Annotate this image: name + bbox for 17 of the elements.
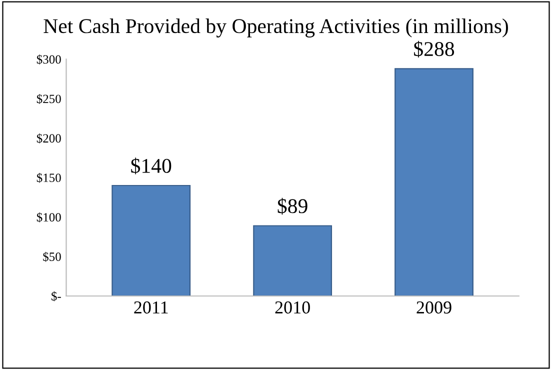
y-tick-label: $250 (36, 94, 61, 104)
data-label: $288 (414, 40, 454, 58)
bar (112, 184, 191, 296)
y-tick-label: $- (52, 291, 61, 302)
y-tick-label: $100 (36, 212, 61, 222)
x-tick-label: 2009 (416, 301, 452, 314)
x-tick-label: 2011 (134, 301, 168, 314)
y-tick-label: $200 (36, 133, 61, 144)
y-tick-label: $50 (43, 252, 61, 262)
data-label: $89 (278, 198, 308, 215)
bar (394, 68, 474, 296)
y-tick-label: $300 (36, 54, 61, 64)
chart-title: Net Cash Provided by Operating Activities (in millions) (44, 18, 508, 38)
x-tick-label: 2010 (275, 301, 310, 314)
data-label: $140 (131, 158, 172, 174)
bar (253, 225, 332, 296)
y-tick-label: $150 (36, 172, 61, 183)
